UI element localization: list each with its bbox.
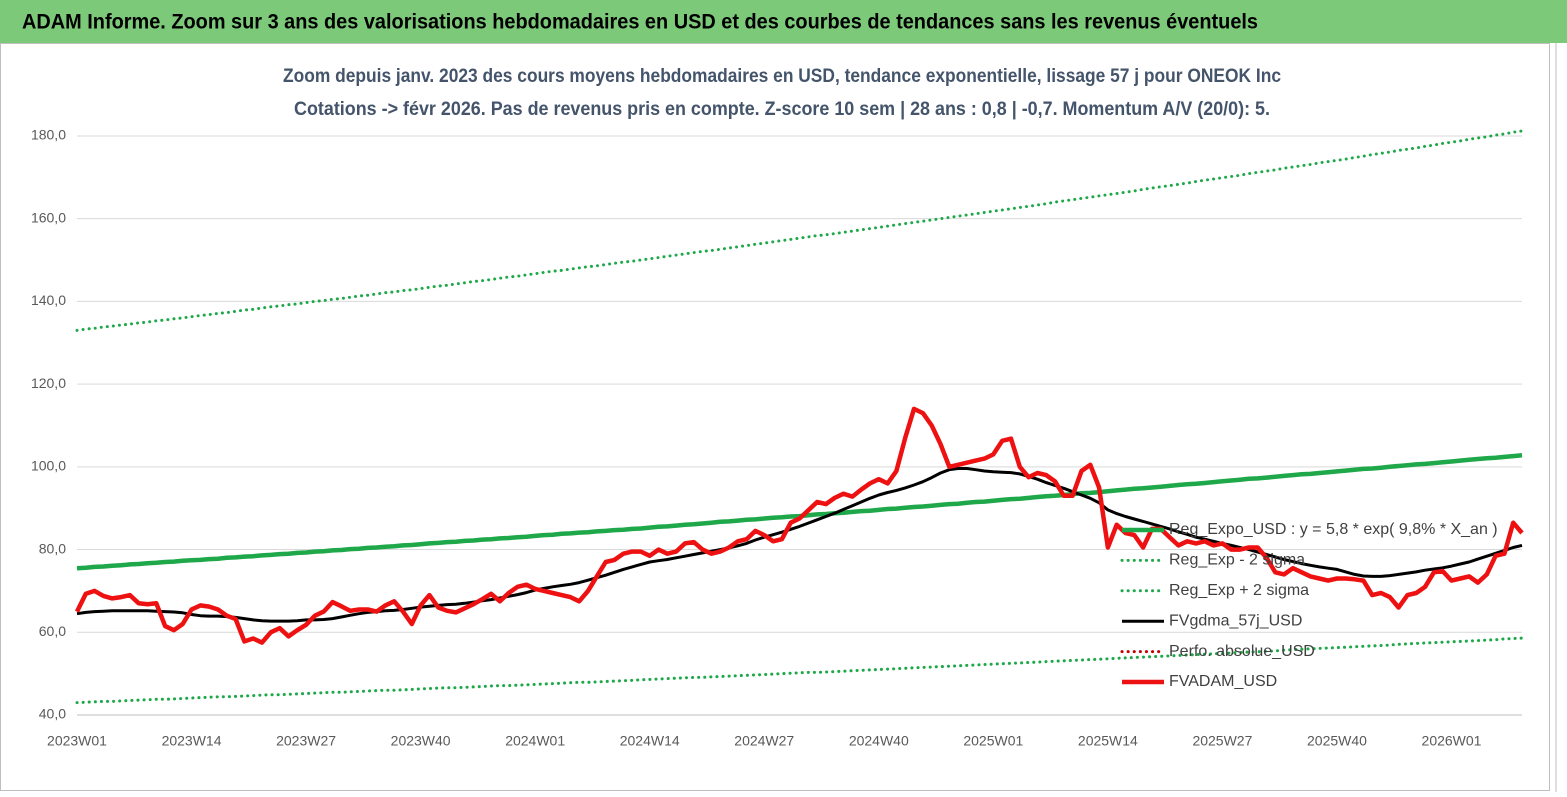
x-tick-label: 2024W14	[620, 733, 680, 749]
y-tick-label: 60,0	[39, 623, 66, 639]
legend-label: FVgdma_57j_USD	[1169, 612, 1302, 629]
banner-title: ADAM Informe. Zoom sur 3 ans des valoris…	[22, 11, 1258, 34]
x-tick-label: 2025W01	[963, 733, 1023, 749]
y-tick-label: 100,0	[31, 458, 66, 474]
legend-label: Reg_Expo_USD : y = 5,8 * exp( 9,8% * X_a…	[1169, 521, 1498, 538]
legend-label: Perfo. absolue_USD	[1169, 643, 1315, 660]
x-tick-label: 2023W01	[47, 733, 107, 749]
y-tick-label: 120,0	[31, 375, 66, 391]
x-tick-label: 2023W40	[391, 733, 451, 749]
x-tick-label: 2023W27	[276, 733, 336, 749]
x-tick-label: 2026W01	[1422, 733, 1482, 749]
legend-label: Reg_Exp - 2 sigma	[1169, 552, 1305, 569]
chart-subtitle: Cotations -> févr 2026. Pas de revenus p…	[294, 99, 1270, 120]
legend-label: FVADAM_USD	[1169, 673, 1277, 690]
x-tick-label: 2025W40	[1307, 733, 1367, 749]
x-tick-label: 2025W14	[1078, 733, 1138, 749]
chart-frame	[0, 43, 1550, 791]
y-tick-label: 80,0	[39, 540, 66, 556]
series-line	[76, 467, 1523, 623]
banner	[0, 0, 1567, 43]
chart-title: Zoom depuis janv. 2023 des cours moyens …	[283, 66, 1281, 87]
y-tick-label: 40,0	[39, 706, 66, 722]
x-tick-label: 2024W01	[505, 733, 565, 749]
y-tick-label: 180,0	[31, 127, 66, 143]
x-tick-label: 2025W27	[1192, 733, 1252, 749]
x-tick-label: 2024W27	[734, 733, 794, 749]
series-line	[75, 129, 1524, 332]
y-tick-label: 160,0	[31, 209, 66, 225]
series-line	[74, 406, 1524, 645]
y-tick-label: 140,0	[31, 292, 66, 308]
x-tick-label: 2024W40	[849, 733, 909, 749]
legend-label: Reg_Exp + 2 sigma	[1169, 582, 1309, 599]
x-tick-label: 2023W14	[162, 733, 222, 749]
